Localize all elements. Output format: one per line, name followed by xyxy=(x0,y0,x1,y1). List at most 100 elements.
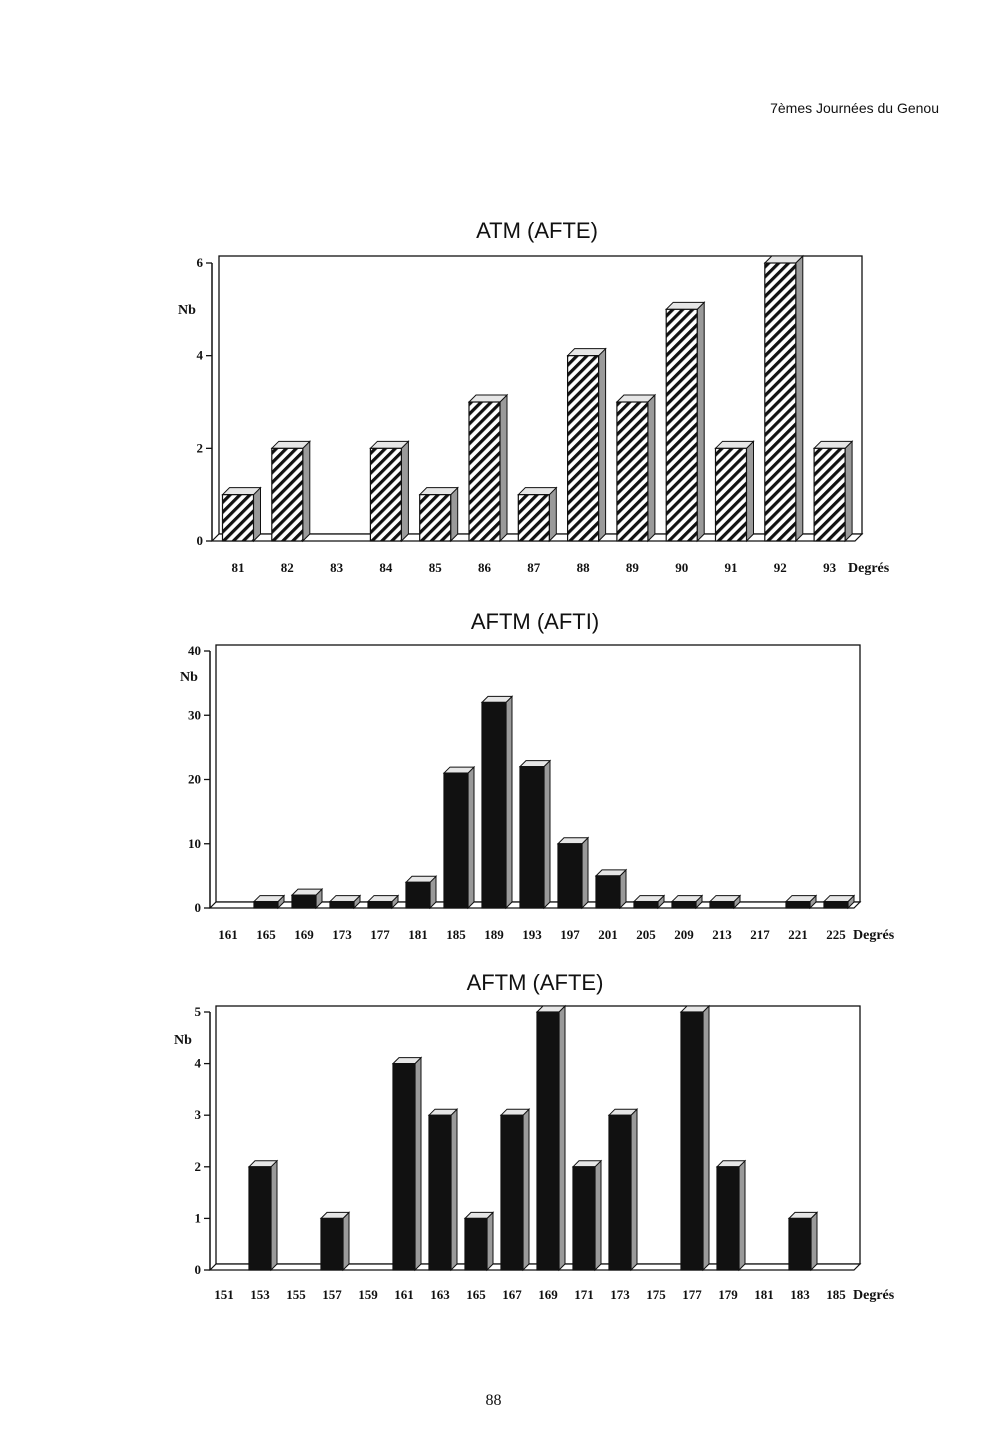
bar-front xyxy=(557,843,583,909)
x-tick-label: 88 xyxy=(577,560,591,575)
x-tick-label: 201 xyxy=(598,927,618,942)
x-tick-label: 86 xyxy=(478,560,492,575)
bar-top xyxy=(369,440,410,449)
bar-side xyxy=(548,486,557,543)
y-tick-label: 0 xyxy=(195,900,202,915)
chart-title: AFTM (AFTI) xyxy=(471,609,599,634)
bar-top xyxy=(418,487,459,496)
bar-top xyxy=(556,837,590,845)
x-tick-label: 165 xyxy=(466,1287,486,1302)
bar-side xyxy=(598,347,607,543)
x-tick-label: 221 xyxy=(788,927,808,942)
bar-top xyxy=(566,348,607,357)
x-tick-label: 213 xyxy=(712,927,732,942)
bar-side xyxy=(499,393,508,543)
y-axis-label: Nb xyxy=(174,1033,192,1048)
bar xyxy=(391,1056,423,1272)
y-tick-label: 10 xyxy=(188,836,201,851)
x-tick-label: 93 xyxy=(823,560,837,575)
bar-front xyxy=(788,1217,812,1271)
bar-front xyxy=(709,900,735,909)
page-header: 7èmes Journées du Genou xyxy=(770,100,939,116)
chart-title: AFTM (AFTE) xyxy=(467,970,604,995)
y-tick-label: 20 xyxy=(188,772,201,787)
bar xyxy=(442,765,476,910)
bar xyxy=(571,1159,603,1272)
bar xyxy=(535,1004,567,1272)
x-tick-label: 185 xyxy=(446,927,466,942)
x-tick-label: 85 xyxy=(429,560,443,575)
x-tick-label: 90 xyxy=(675,560,688,575)
bar-side xyxy=(342,1211,350,1272)
bar xyxy=(467,393,509,543)
bar xyxy=(328,894,362,910)
bar-front xyxy=(221,494,255,542)
x-tick-label: 169 xyxy=(538,1287,558,1302)
y-tick-label: 2 xyxy=(197,440,204,455)
bar-front xyxy=(813,447,846,542)
y-tick-label: 2 xyxy=(195,1159,202,1174)
bar xyxy=(319,1211,351,1272)
bar-top xyxy=(812,440,854,449)
x-tick-label: 183 xyxy=(790,1287,810,1302)
x-tick-label: 159 xyxy=(358,1287,378,1302)
bar-side xyxy=(810,1211,818,1272)
bar-front xyxy=(536,1011,560,1271)
x-tick-label: 87 xyxy=(527,560,541,575)
x-tick-label: 225 xyxy=(826,927,846,942)
x-tick-label: 84 xyxy=(379,560,393,575)
bar-side xyxy=(505,695,513,910)
bar-top xyxy=(763,255,805,264)
bar xyxy=(787,1211,819,1272)
x-tick-label: 177 xyxy=(370,927,390,942)
x-tick-label: 163 xyxy=(430,1287,450,1302)
bar-front xyxy=(665,308,698,542)
bar xyxy=(404,875,438,910)
bar-front xyxy=(464,1217,488,1271)
bar-side xyxy=(522,1107,530,1272)
bar-front xyxy=(369,447,402,542)
x-tick-label: 92 xyxy=(774,560,787,575)
x-tick-label: 185 xyxy=(826,1287,846,1302)
bar-front xyxy=(633,900,659,909)
bar-front xyxy=(608,1114,632,1271)
bar-front xyxy=(572,1166,596,1271)
bar xyxy=(632,894,666,910)
bar xyxy=(714,440,755,543)
chart-floor xyxy=(208,1263,862,1271)
x-tick-label: 82 xyxy=(281,560,294,575)
x-tick-label: 173 xyxy=(332,927,352,942)
bar xyxy=(566,347,607,543)
x-tick-label: 157 xyxy=(322,1287,342,1302)
y-tick-label: 0 xyxy=(195,1262,202,1277)
bar-front xyxy=(823,900,849,909)
bar xyxy=(822,894,856,910)
x-tick-label: 205 xyxy=(636,927,656,942)
bar-front xyxy=(764,262,797,542)
y-tick-label: 6 xyxy=(197,255,204,270)
chart-2: AFTM (AFTI) 0 10 20 30 40 Nb 161 165 169 173 177 181… xyxy=(180,609,895,943)
bar-side xyxy=(746,440,754,543)
x-tick-label: 177 xyxy=(682,1287,702,1302)
bar-side xyxy=(581,836,589,910)
bar-side xyxy=(450,486,459,543)
x-tick-label: 197 xyxy=(560,927,580,942)
bar xyxy=(369,440,410,543)
y-tick-label: 1 xyxy=(195,1210,202,1225)
bar-side xyxy=(795,254,804,543)
bar-side xyxy=(302,440,311,543)
y-tick-label: 4 xyxy=(195,1056,202,1071)
x-tick-label: 179 xyxy=(718,1287,738,1302)
y-tick-label: 40 xyxy=(188,643,201,658)
bar-top xyxy=(615,394,657,403)
bar xyxy=(556,836,590,910)
bar xyxy=(812,440,854,543)
bar-side xyxy=(467,765,475,910)
chart-title: ATM (AFTE) xyxy=(476,218,598,243)
bar xyxy=(615,393,657,543)
bar xyxy=(670,894,704,910)
bar-front xyxy=(392,1062,416,1271)
bar xyxy=(499,1107,531,1272)
x-tick-label: 153 xyxy=(250,1287,270,1302)
